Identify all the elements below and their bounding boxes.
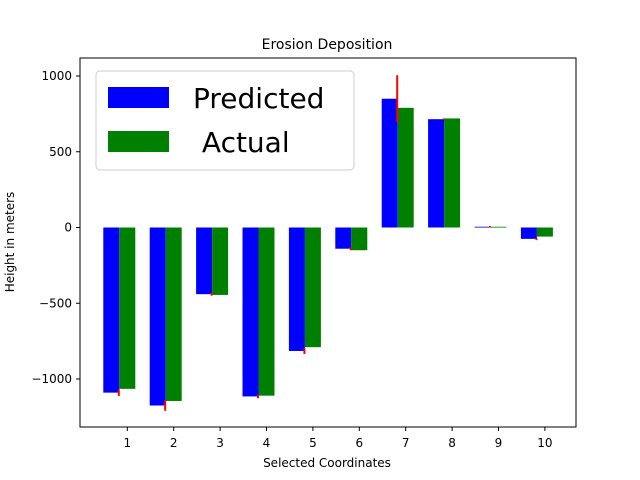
legend-swatch-actual <box>108 131 169 152</box>
bars-layer <box>103 98 553 406</box>
bar-actual-1 <box>119 227 136 389</box>
legend-label-predicted: Predicted <box>193 82 324 115</box>
y-tick-label: 500 <box>49 145 72 159</box>
legend-label-actual: Actual <box>193 126 290 159</box>
bar-predicted-1 <box>103 227 120 393</box>
bar-predicted-3 <box>196 227 213 295</box>
bar-actual-3 <box>212 227 229 295</box>
x-tick-label: 7 <box>402 436 410 450</box>
bar-predicted-8 <box>428 119 445 228</box>
error-bars-layer <box>117 75 538 411</box>
bar-predicted-6 <box>335 227 352 249</box>
x-axis-label: Selected Coordinates <box>263 456 391 470</box>
y-tick-label: −1000 <box>31 372 72 386</box>
x-tick-label: 3 <box>216 436 224 450</box>
x-tick-label: 6 <box>355 436 363 450</box>
bar-actual-10 <box>536 227 553 237</box>
bar-predicted-4 <box>242 227 259 397</box>
bar-predicted-7 <box>381 98 398 228</box>
y-tick-label: 0 <box>64 221 72 235</box>
x-tick-label: 1 <box>123 436 131 450</box>
y-axis-label: Height in meters <box>3 192 17 293</box>
bar-predicted-5 <box>288 227 305 351</box>
legend: Predicted Actual <box>95 70 355 171</box>
chart-title: Erosion Deposition <box>262 37 393 53</box>
bar-actual-6 <box>351 227 368 251</box>
x-tick-label: 2 <box>170 436 178 450</box>
y-tick-label: −500 <box>39 296 72 310</box>
y-axis: 1000 500 0 −500 −1000 <box>31 69 80 386</box>
bar-actual-8 <box>444 118 461 228</box>
bar-actual-2 <box>165 227 182 401</box>
bar-actual-9 <box>490 226 507 228</box>
y-tick-label: 1000 <box>41 69 72 83</box>
plot-frame <box>79 57 577 428</box>
x-tick-label: 9 <box>495 436 503 450</box>
legend-swatch-predicted <box>108 87 169 108</box>
x-axis: 1 2 3 4 5 6 7 8 9 10 <box>123 427 553 450</box>
bar-predicted-2 <box>149 227 166 406</box>
bar-predicted-9 <box>474 226 491 228</box>
x-tick-label: 4 <box>263 436 271 450</box>
x-tick-label: 5 <box>309 436 317 450</box>
bar-actual-5 <box>304 227 321 348</box>
bar-actual-4 <box>258 227 275 396</box>
x-tick-label: 8 <box>448 436 456 450</box>
bar-actual-7 <box>397 107 414 228</box>
x-tick-label: 10 <box>537 436 552 450</box>
bar-predicted-10 <box>520 227 537 239</box>
